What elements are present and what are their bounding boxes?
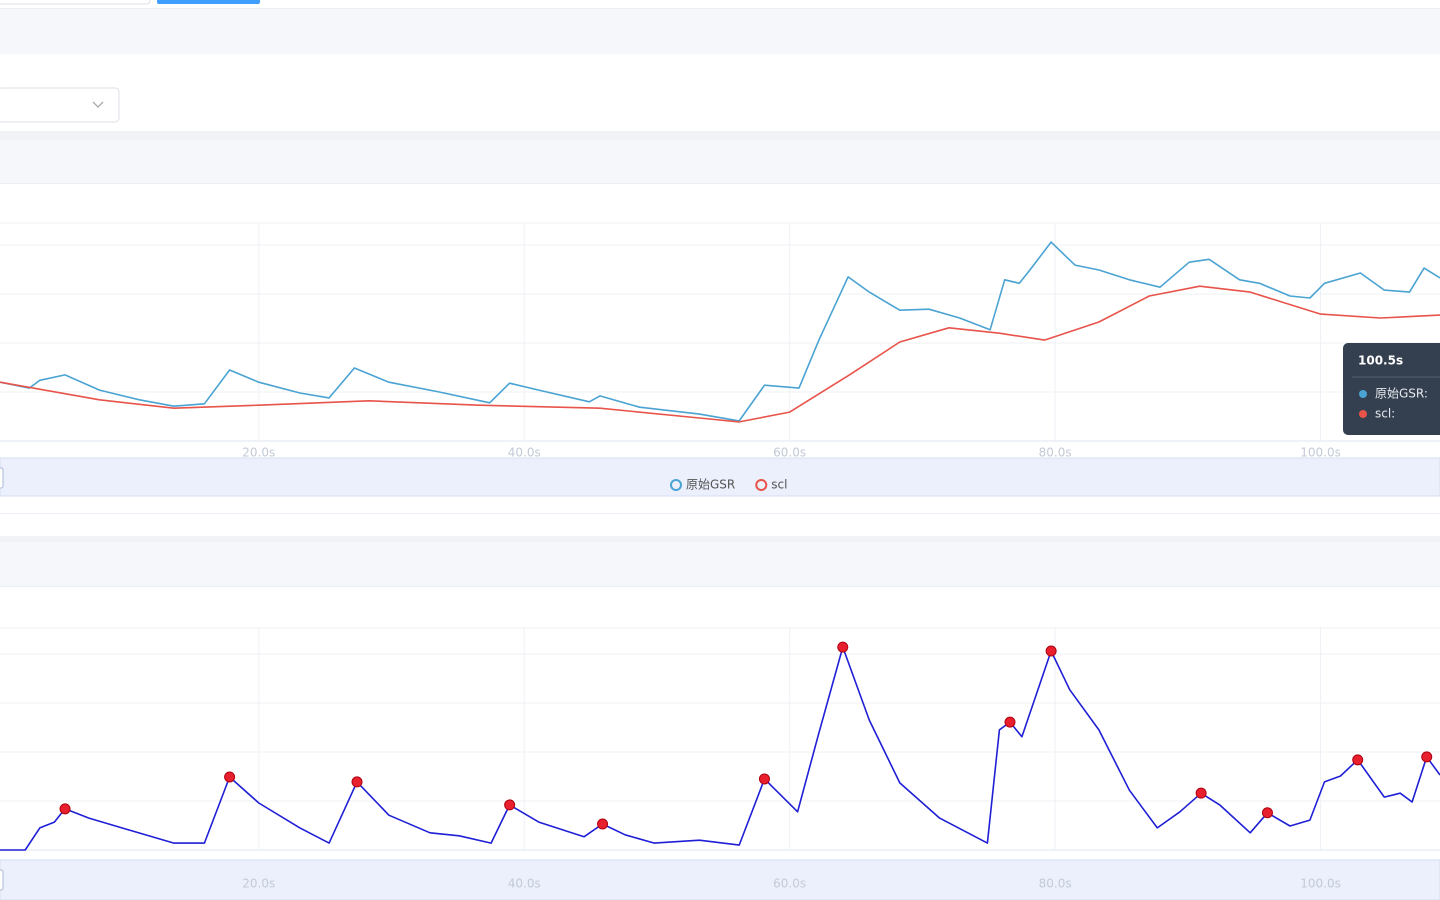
button[interactable] bbox=[157, 0, 260, 4]
peak-point bbox=[1195, 787, 1207, 799]
tooltip-title: 100.5s bbox=[1358, 354, 1403, 368]
x-tick-label: 100.0s bbox=[1300, 877, 1341, 891]
series-line bbox=[0, 285, 1440, 423]
separator bbox=[0, 536, 1440, 542]
peak-point bbox=[1004, 716, 1016, 728]
legend-icon bbox=[670, 479, 682, 491]
peak-point bbox=[758, 773, 770, 785]
tooltip-item: 原始GSR: bbox=[1375, 387, 1428, 401]
search-input[interactable] bbox=[0, 0, 151, 5]
peak-point bbox=[1352, 754, 1364, 766]
x-tick-label: 20.0s bbox=[242, 877, 275, 891]
data-zoom-handle bbox=[0, 869, 4, 891]
section-header bbox=[0, 9, 1440, 54]
tooltip-dot bbox=[1359, 390, 1367, 398]
separator bbox=[0, 131, 1440, 140]
tooltip-dot bbox=[1359, 410, 1367, 418]
tooltip-item: scl: bbox=[1375, 407, 1395, 421]
x-tick-label: 40.0s bbox=[508, 877, 541, 891]
data-zoom-handle bbox=[0, 467, 4, 489]
peak-point bbox=[351, 776, 363, 788]
data-zoom bbox=[0, 457, 1440, 497]
data-zoom bbox=[0, 859, 1440, 900]
peak-point bbox=[59, 803, 71, 815]
peak-point bbox=[597, 818, 609, 830]
x-tick-label: 60.0s bbox=[773, 877, 806, 891]
x-tick-label: 20.0s bbox=[242, 446, 275, 460]
x-tick-label: 60.0s bbox=[773, 446, 806, 460]
peak-point bbox=[504, 799, 516, 811]
x-tick-label: 80.0s bbox=[1039, 446, 1072, 460]
tooltip-box bbox=[1343, 343, 1440, 435]
peak-point bbox=[837, 641, 849, 653]
peak-point bbox=[1261, 807, 1273, 819]
x-tick-label: 80.0s bbox=[1039, 877, 1072, 891]
x-tick-label: 100.0s bbox=[1300, 446, 1341, 460]
peak-point bbox=[1421, 751, 1433, 763]
section-header bbox=[0, 140, 1440, 183]
legend-label: scl bbox=[771, 478, 787, 492]
series-line bbox=[0, 241, 1440, 422]
x-tick-label: 40.0s bbox=[508, 446, 541, 460]
select-arrow bbox=[92, 101, 104, 108]
tooltip: 100.5s 原始GSR: scl: bbox=[1343, 343, 1440, 435]
legend-icon bbox=[755, 479, 768, 491]
series-line bbox=[0, 646, 1440, 851]
peak-point bbox=[224, 771, 236, 783]
section-header bbox=[0, 542, 1440, 586]
legend-label: 原始GSR bbox=[686, 478, 735, 492]
peak-point bbox=[1045, 645, 1057, 657]
select[interactable] bbox=[0, 87, 120, 123]
